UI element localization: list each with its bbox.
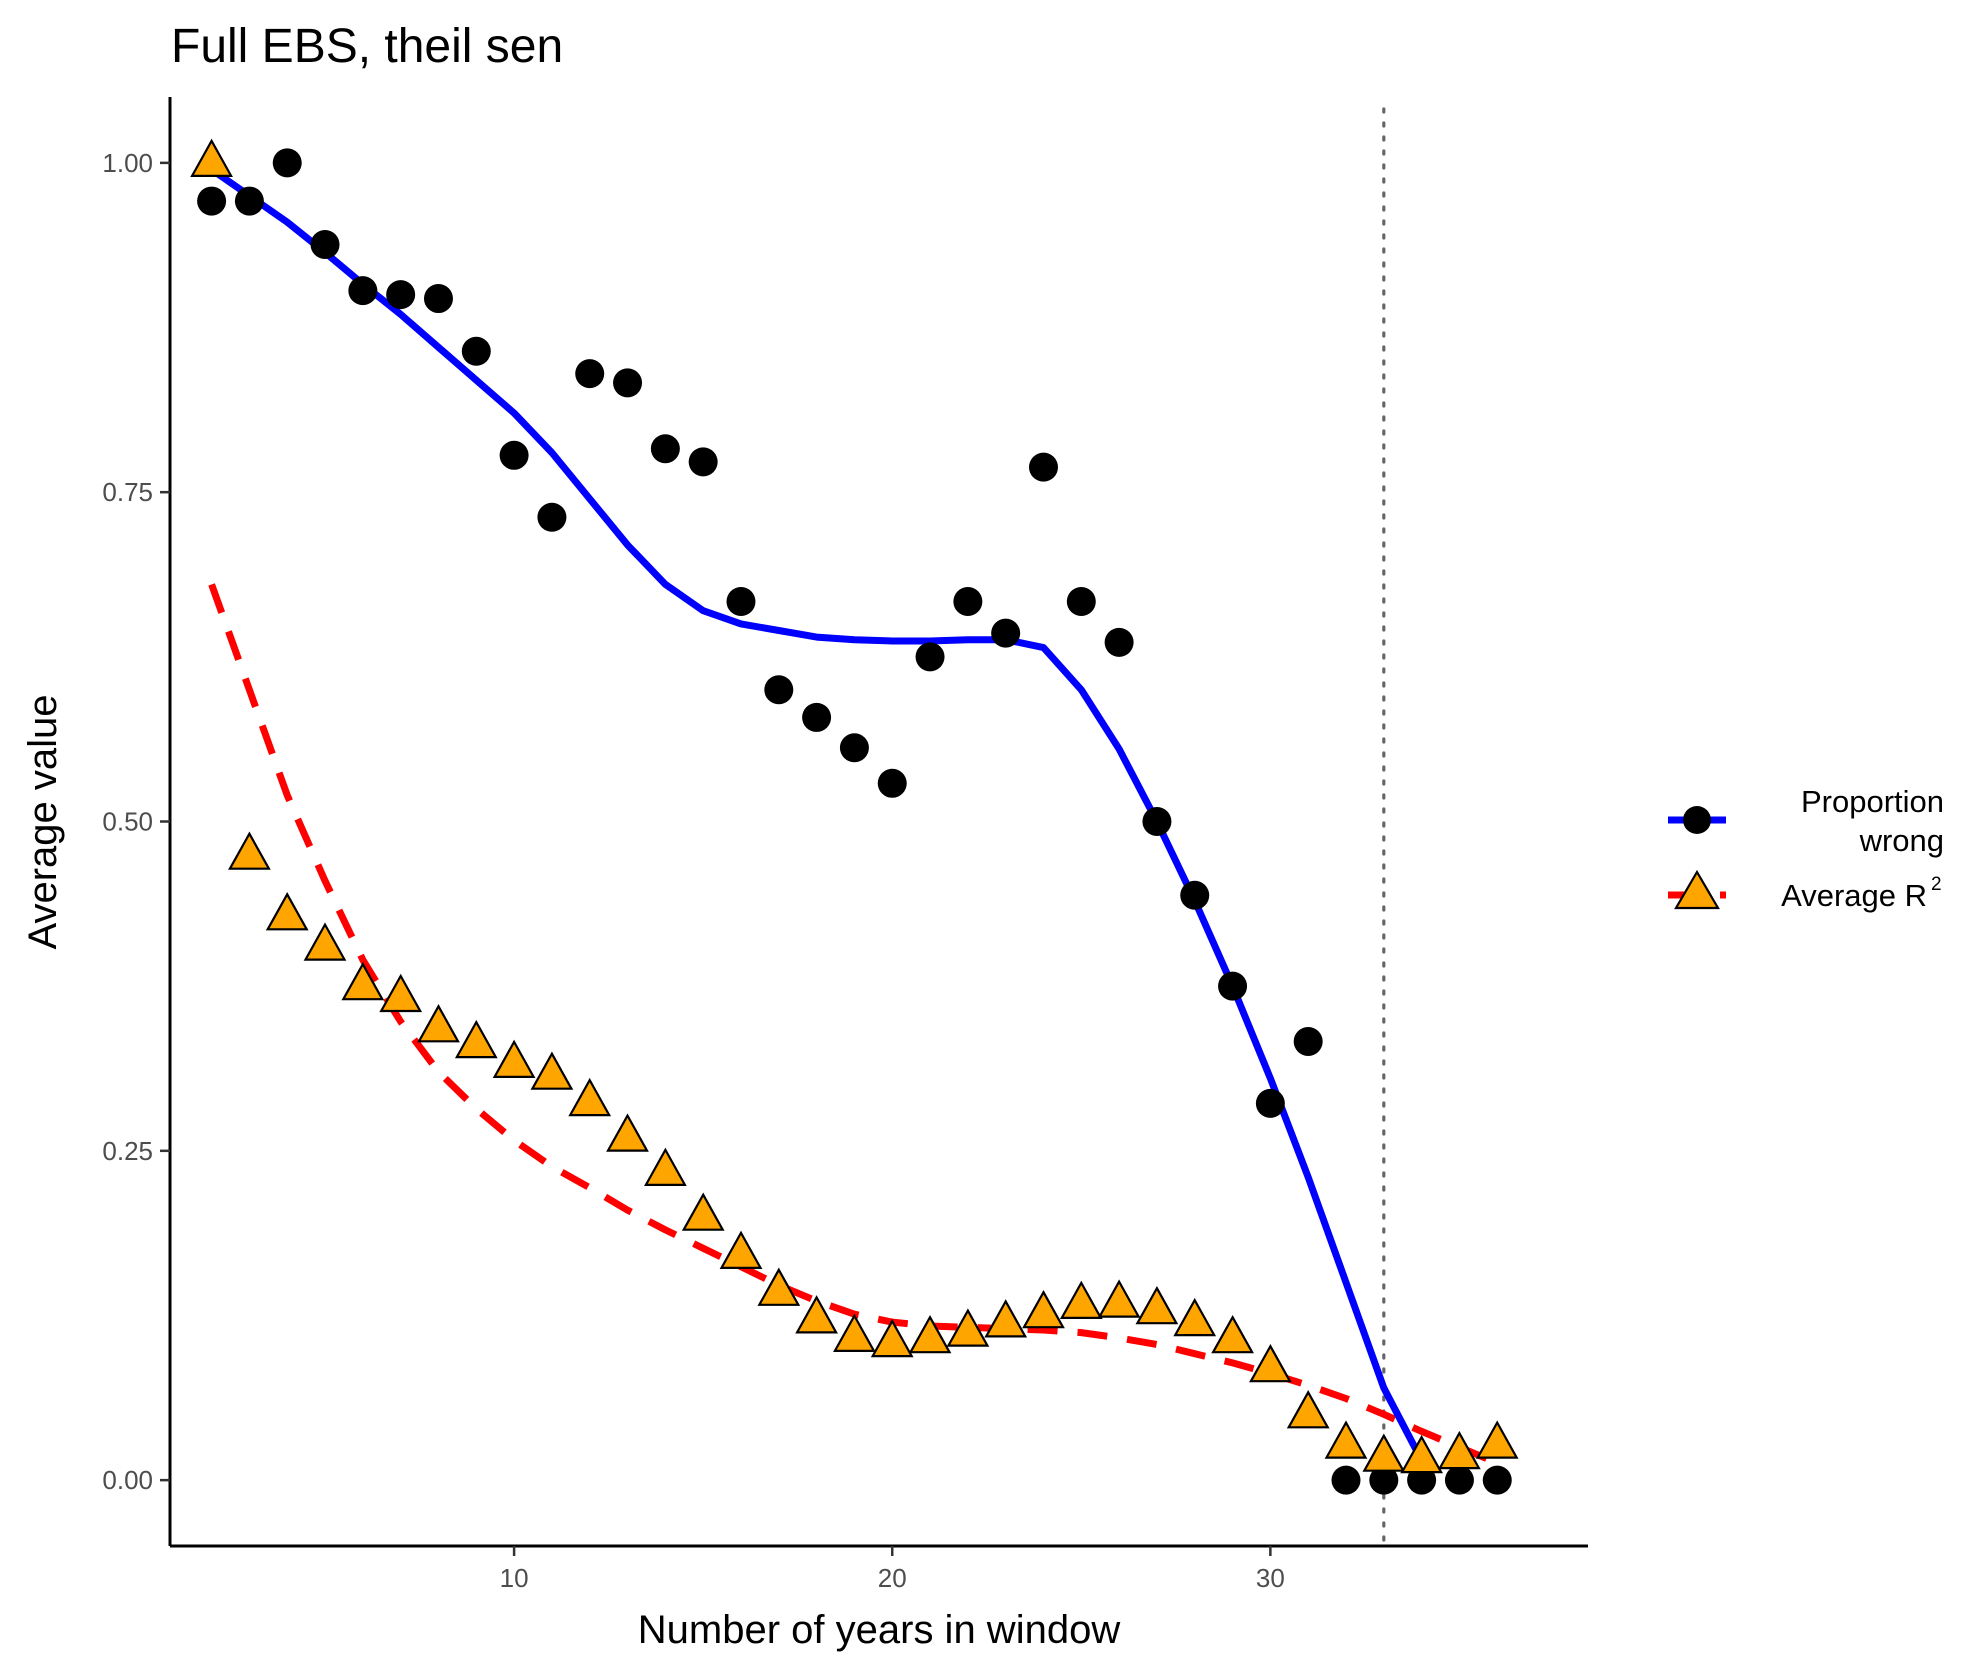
legend-key-marker-proportion-wrong [1683,806,1711,834]
point-average-r2 [530,1051,574,1090]
point-average-r2 [833,1313,876,1353]
point-proportion-wrong [1482,1465,1512,1495]
y-tick-label: 0.75 [102,477,153,507]
legend: Proportion wrong Average R 2 [1668,784,1944,913]
point-average-r2 [568,1077,612,1117]
point-proportion-wrong [1255,1088,1285,1118]
point-proportion-wrong [991,618,1021,648]
point-average-r2 [1097,1279,1141,1318]
point-proportion-wrong [1028,452,1058,482]
point-average-r2 [1324,1420,1368,1459]
point-proportion-wrong [764,675,794,705]
y-tick-label: 0.50 [102,807,153,837]
point-proportion-wrong [1142,807,1172,836]
point-average-r2 [341,961,385,1001]
point-proportion-wrong [877,768,907,798]
point-proportion-wrong [499,440,529,470]
point-average-r2 [1135,1285,1179,1325]
legend-label-average-r2-superscript: 2 [1931,874,1942,895]
point-proportion-wrong [1293,1026,1323,1056]
x-tick-label: 30 [1256,1563,1285,1593]
point-average-r2 [379,973,423,1013]
point-proportion-wrong [1369,1465,1399,1495]
point-average-r2 [719,1230,763,1270]
point-average-r2 [1438,1430,1481,1470]
point-average-r2 [190,138,233,177]
point-average-r2 [870,1318,914,1358]
point-proportion-wrong [1444,1465,1474,1495]
legend-label-proportion-wrong-line2: wrong [1859,823,1944,858]
point-average-r2 [1475,1420,1519,1459]
x-tick-label: 20 [878,1563,907,1593]
point-proportion-wrong [1331,1465,1361,1495]
point-average-r2 [265,892,309,931]
point-proportion-wrong [953,587,983,617]
point-proportion-wrong [272,148,302,178]
point-proportion-wrong [839,733,869,763]
point-proportion-wrong [1066,587,1096,617]
y-tick-label: 0.25 [102,1136,153,1166]
point-average-r2 [417,1004,460,1043]
point-average-r2 [795,1295,838,1334]
legend-label-average-r2-text: Average R [1781,878,1927,913]
point-average-r2 [681,1192,725,1231]
y-tick-label: 1.00 [102,148,153,178]
point-proportion-wrong [537,502,567,532]
point-proportion-wrong [461,336,491,366]
point-average-r2 [908,1314,952,1354]
point-average-r2 [1173,1297,1217,1337]
x-tick-label: 10 [500,1563,529,1593]
y-ticks: 0.00 0.25 0.50 0.75 1.00 [102,148,170,1495]
point-proportion-wrong [1104,627,1134,657]
point-proportion-wrong [650,434,680,464]
point-average-r2 [1400,1434,1443,1474]
point-average-r2 [303,922,347,961]
x-axis-title: Number of years in window [638,1608,1121,1652]
point-average-r2 [606,1113,649,1152]
point-proportion-wrong [310,230,340,260]
point-average-r2 [1059,1280,1103,1320]
point-average-r2 [644,1147,687,1187]
point-proportion-wrong [234,186,264,216]
point-proportion-wrong [688,447,718,477]
point-average-r2 [757,1267,801,1306]
point-proportion-wrong [1180,880,1210,910]
point-average-r2 [492,1039,536,1079]
point-average-r2 [228,831,271,870]
legend-key-marker-average-r2 [1674,869,1720,910]
point-average-r2 [454,1019,498,1059]
y-axis-title: Average value [21,695,65,950]
point-average-r2 [1211,1314,1254,1354]
point-average-r2 [984,1299,1028,1338]
point-average-r2 [1286,1390,1330,1429]
point-average-r2 [1022,1289,1065,1329]
point-average-r2 [1362,1433,1406,1472]
point-proportion-wrong [726,587,756,617]
point-proportion-wrong [915,642,945,672]
point-proportion-wrong [386,280,416,310]
point-proportion-wrong [348,276,378,306]
y-tick-label: 0.00 [102,1465,153,1495]
point-average-r2 [946,1308,990,1347]
point-proportion-wrong [1218,971,1248,1001]
x-ticks: 10 20 30 [500,1546,1285,1593]
smooth-line-proportion-wrong [208,166,1433,1484]
point-proportion-wrong [423,284,453,314]
point-proportion-wrong [613,368,643,398]
legend-label-proportion-wrong-line1: Proportion [1801,784,1944,819]
chart-title: Full EBS, theil sen [171,20,563,73]
point-proportion-wrong [802,702,832,732]
point-average-r2 [1249,1343,1292,1383]
plot-area [190,107,1519,1548]
point-proportion-wrong [197,186,227,216]
point-proportion-wrong [575,359,605,389]
legend-label-average-r2: Average R [1781,878,1927,913]
